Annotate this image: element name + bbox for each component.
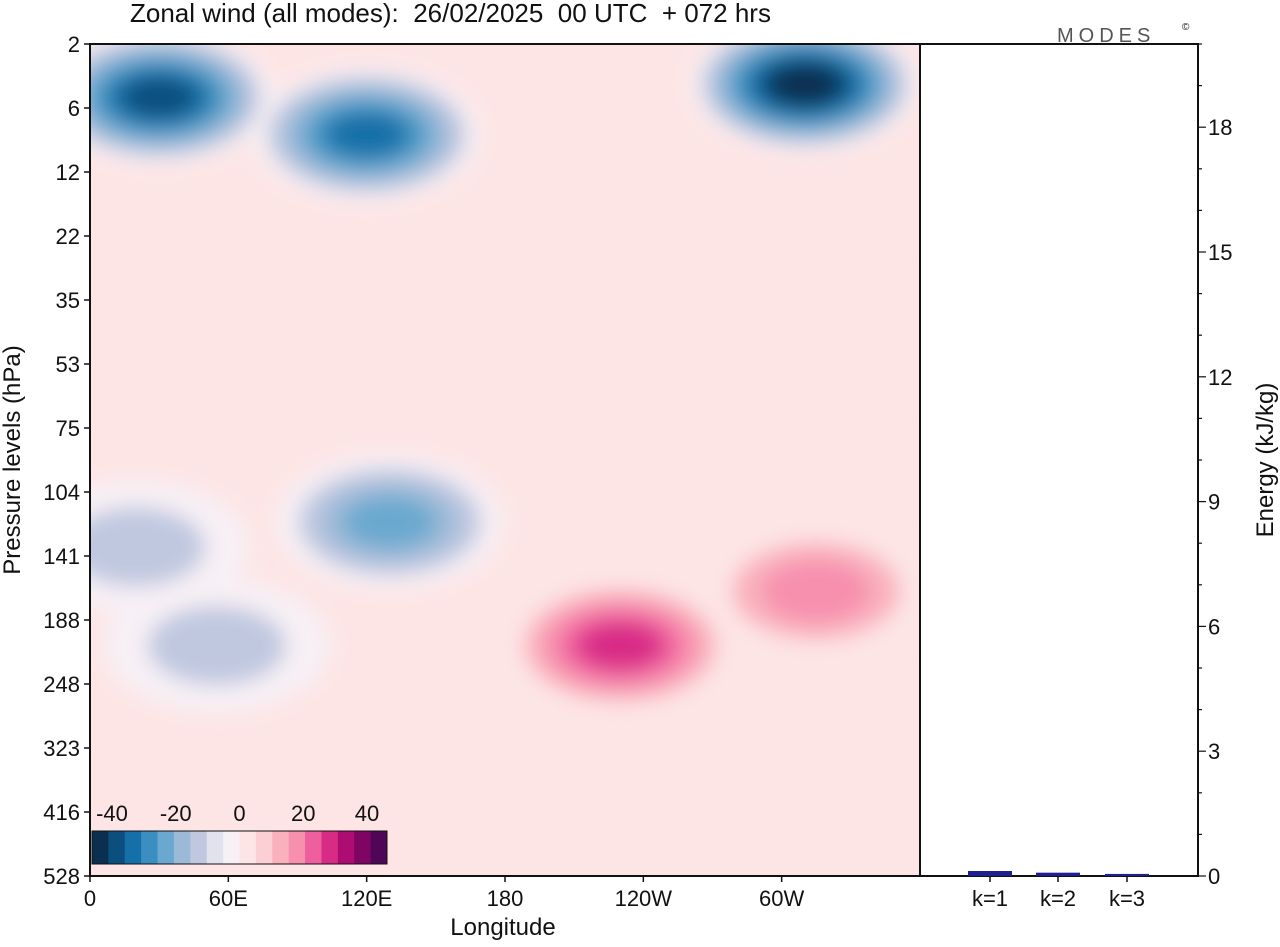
wind-feature [769, 65, 840, 104]
y-tick-label: 528 [43, 864, 80, 889]
y-tick-label: 141 [43, 544, 80, 569]
energy-tick-label: 15 [1208, 240, 1232, 265]
colorbar-swatch [305, 831, 322, 864]
y-tick-label: 323 [43, 736, 80, 761]
x-tick-label: 120E [341, 886, 392, 911]
y-tick-label: 2 [68, 32, 80, 57]
wind-feature [762, 560, 871, 622]
colorbar-swatch [190, 831, 208, 864]
colorbar-label: -40 [96, 801, 128, 826]
y-tick-label: 35 [56, 288, 80, 313]
x-tick-label: 120W [615, 886, 673, 911]
x-tick-label: 60W [759, 886, 804, 911]
colorbar-swatch [92, 831, 109, 864]
colorbar-swatch [124, 831, 142, 864]
colorbar-swatch [141, 831, 159, 864]
energy-tick-label: 3 [1208, 739, 1220, 764]
chart-title: Zonal wind (all modes): 26/02/2025 00 UT… [130, 0, 771, 28]
colorbar-swatch [206, 831, 224, 864]
wind-feature [343, 496, 437, 548]
y-tick-label: 75 [56, 416, 80, 441]
field-background [90, 44, 920, 876]
energy-axis-title: Energy (kJ/kg) [1252, 383, 1279, 538]
x-tick-label: 60E [209, 886, 248, 911]
wind-feature [327, 113, 406, 156]
field-contours [90, 44, 920, 713]
y-tick-label: 416 [43, 800, 80, 825]
colorbar-label: 0 [233, 801, 245, 826]
wind-feature [147, 606, 286, 686]
y-tick-label: 188 [43, 608, 80, 633]
x-tick-label: 0 [84, 886, 96, 911]
energy-tick-label: 6 [1208, 614, 1220, 639]
y-axis: 2 6 12 22 35 53 75 104 141 188 248 323 416 528 [43, 32, 90, 889]
y-axis-title: Pressure levels (hPa) [0, 345, 26, 574]
energy-tick-label: 9 [1208, 490, 1220, 515]
energy-panel-frame [919, 43, 1199, 877]
wind-field [90, 44, 920, 876]
wind-feature [578, 622, 663, 669]
colorbar-swatch [354, 831, 372, 864]
colorbar-label: -20 [160, 801, 192, 826]
energy-bar [968, 871, 1012, 876]
colorbar-swatch [223, 831, 240, 864]
wind-feature [90, 271, 251, 406]
y-tick-label: 12 [56, 160, 80, 185]
energy-bars: k=1 k=2 k=3 [968, 871, 1149, 911]
colorbar-label: 40 [355, 801, 379, 826]
colorbar-swatch [255, 831, 273, 864]
energy-tick-label: 12 [1208, 365, 1232, 390]
brand-mark: © [1182, 22, 1190, 33]
y-tick-label: 22 [56, 224, 80, 249]
brand-logo: MODES [1057, 25, 1155, 47]
energy-bar [1036, 872, 1080, 876]
bar-category-label: k=1 [972, 886, 1008, 911]
colorbar-swatch [337, 831, 355, 864]
x-axis-title: Longitude [450, 914, 555, 941]
colorbar-swatch [321, 831, 339, 864]
colorbar: -40 -20 0 20 40 [91, 801, 388, 865]
energy-axis: 0 3 6 9 12 15 18 [1198, 43, 1232, 889]
colorbar-swatch [288, 831, 306, 864]
y-tick-label: 6 [68, 96, 80, 121]
y-tick-label: 104 [43, 480, 80, 505]
bar-category-label: k=3 [1109, 886, 1145, 911]
colorbar-label: 20 [291, 801, 315, 826]
y-tick-label: 248 [43, 672, 80, 697]
y-tick-label: 53 [56, 352, 80, 377]
colorbar-swatch [272, 831, 290, 864]
wind-feature [122, 77, 197, 118]
bar-category-label: k=2 [1040, 886, 1076, 911]
energy-tick-label: 18 [1208, 115, 1232, 140]
x-tick-label: 180 [487, 886, 524, 911]
colorbar-swatch [108, 831, 126, 864]
colorbar-swatch [157, 831, 175, 864]
wind-feature [736, 271, 920, 406]
energy-bar [1105, 873, 1149, 876]
colorbar-swatch [239, 831, 257, 864]
energy-tick-label: 0 [1208, 864, 1220, 889]
colorbar-frame [91, 830, 388, 865]
colorbar-swatch [173, 831, 191, 864]
wind-feature [90, 507, 206, 587]
colorbar-swatch [370, 831, 388, 864]
x-axis: 0 60E 120E 180 120W 60W [84, 876, 805, 911]
